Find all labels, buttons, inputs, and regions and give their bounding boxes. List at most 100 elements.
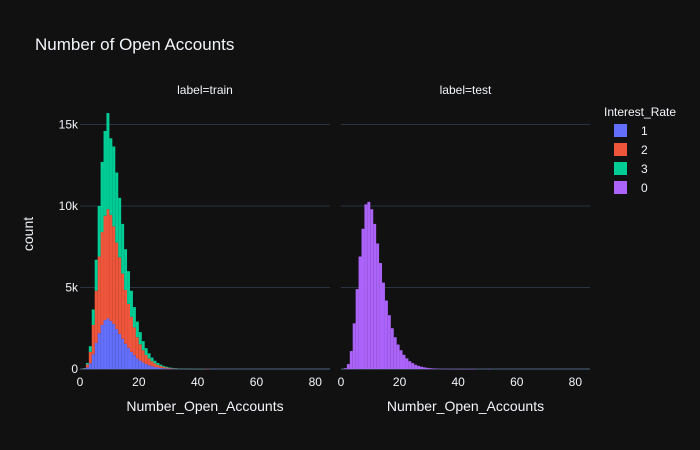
- bar-series-2-bin-30: [168, 367, 172, 369]
- bar-series-3-bin-11: [112, 146, 116, 227]
- bar-series-2-bin-26: [156, 364, 160, 368]
- bar-series-1-bin-7: [100, 324, 104, 369]
- y-axis-title: count: [20, 217, 36, 251]
- bar-series-1-bin-16: [127, 347, 130, 369]
- bar-series-0-bin-24: [411, 363, 415, 369]
- legend-label-2: 2: [641, 143, 648, 157]
- bar-series-0-bin-19: [396, 344, 400, 369]
- x-tick-label-1: 20: [132, 375, 146, 389]
- bar-series-3-bin-5: [94, 259, 98, 291]
- chart-title: Number of Open Accounts: [35, 35, 234, 54]
- facet-label: label=test: [440, 83, 492, 97]
- bar-series-0-bin-13: [379, 263, 383, 369]
- bar-series-3-bin-10: [109, 138, 113, 215]
- legend-swatch-2: [614, 143, 627, 156]
- bar-series-1-bin-11: [112, 324, 116, 369]
- bar-series-0-bin-22: [405, 358, 409, 369]
- bar-series-3-bin-14: [121, 223, 125, 274]
- bar-series-2-bin-28: [162, 366, 166, 369]
- bar-series-1-bin-8: [103, 320, 107, 369]
- bar-series-0-bin-15: [384, 300, 388, 369]
- bar-series-1-bin-24: [150, 366, 154, 369]
- bar-series-2-bin-25: [153, 363, 157, 368]
- bar-series-0-bin-26: [417, 365, 421, 369]
- x-tick-label-0: 0: [77, 375, 84, 389]
- y-tick-label-1: 5k: [65, 280, 79, 294]
- bar-series-1-bin-2: [85, 367, 89, 369]
- bar-series-1-bin-4: [91, 354, 95, 369]
- x-axis-title: Number_Open_Accounts: [126, 398, 283, 414]
- legend-swatch-0: [614, 181, 627, 194]
- bar-series-2-bin-27: [159, 366, 163, 368]
- bar-series-0-bin-27: [420, 366, 424, 369]
- bar-series-3-bin-8: [103, 130, 107, 216]
- bar-series-1-bin-9: [106, 318, 110, 369]
- bar-series-2-bin-21: [141, 350, 145, 363]
- bar-series-2-bin-2: [85, 364, 89, 368]
- bar-series-3-bin-28: [162, 365, 166, 367]
- bar-series-3-bin-27: [159, 364, 163, 367]
- bar-series-3-bin-21: [141, 341, 145, 351]
- bar-series-2-bin-19: [135, 337, 139, 359]
- bar-series-1-bin-15: [124, 343, 128, 369]
- bar-series-0-bin-4: [352, 323, 356, 369]
- bar-series-1-bin-20: [138, 360, 142, 369]
- bar-series-1-bin-10: [109, 320, 113, 369]
- bar-series-3-bin-19: [135, 321, 139, 338]
- bar-series-0-bin-25: [414, 364, 418, 369]
- bar-series-1-bin-28: [162, 368, 166, 369]
- bar-series-3-bin-23: [147, 353, 151, 359]
- legend-label-0: 0: [641, 181, 648, 195]
- bar-series-1-bin-23: [147, 365, 151, 369]
- bar-series-2-bin-13: [118, 257, 122, 334]
- bar-series-2-bin-29: [165, 367, 169, 369]
- bar-series-2-bin-8: [103, 215, 107, 321]
- bar-series-2-bin-20: [138, 344, 142, 361]
- bar-series-1-bin-14: [121, 338, 125, 369]
- x-tick-label-1: 20: [393, 375, 407, 389]
- bar-series-3-bin-12: [115, 172, 119, 243]
- facet-label: label=train: [177, 83, 233, 97]
- bar-series-1-bin-26: [156, 367, 160, 369]
- x-tick-label-4: 80: [569, 375, 583, 389]
- bar-series-0-bin-6: [358, 256, 362, 369]
- bar-series-1-bin-13: [118, 333, 122, 369]
- bar-series-1-bin-6: [97, 333, 101, 369]
- bar-series-2-bin-16: [127, 303, 130, 348]
- bar-series-0-bin-17: [390, 328, 394, 369]
- bar-series-1-bin-17: [130, 351, 133, 369]
- x-tick-label-3: 60: [510, 375, 524, 389]
- bar-series-0-bin-7: [361, 228, 365, 369]
- x-tick-label-2: 40: [191, 375, 205, 389]
- bar-series-1-bin-27: [159, 367, 163, 369]
- x-axis-title: Number_Open_Accounts: [387, 398, 544, 414]
- bar-series-0-bin-20: [399, 350, 403, 369]
- y-tick-label-0: 0: [71, 362, 78, 376]
- bar-series-2-bin-17: [130, 316, 133, 352]
- bar-series-3-bin-18: [132, 307, 136, 328]
- panel-test: label=test 0 20 40 60 80 Number_Open_Accounts: [338, 83, 590, 414]
- x-tick-label-2: 40: [451, 375, 465, 389]
- bar-series-2-bin-14: [121, 273, 125, 339]
- bar-series-0-bin-30: [428, 368, 432, 369]
- bar-series-0-bin-23: [408, 361, 412, 369]
- bar-series-3-bin-26: [156, 362, 160, 365]
- bar-series-0-bin-1: [343, 368, 347, 369]
- bar-series-2-bin-11: [112, 226, 116, 325]
- bar-series-2-bin-3: [88, 351, 92, 364]
- bar-series-0-bin-14: [382, 282, 385, 369]
- bar-series-2-bin-15: [124, 289, 128, 344]
- bar-series-0-bin-12: [376, 243, 380, 369]
- bar-series-3-bin-7: [100, 161, 104, 233]
- bar-series-2-bin-7: [100, 232, 104, 325]
- bar-series-0-bin-28: [423, 367, 426, 369]
- bar-series-1-bin-21: [141, 362, 145, 369]
- bar-series-3-bin-3: [88, 346, 92, 352]
- bar-series-2-bin-10: [109, 214, 113, 321]
- bar-series-1-bin-3: [88, 363, 92, 369]
- bar-series-1-bin-5: [94, 342, 98, 369]
- bar-series-2-bin-18: [132, 327, 136, 356]
- bar-series-1-bin-19: [135, 358, 139, 369]
- bar-series-2-bin-9: [106, 209, 110, 319]
- legend-label-3: 3: [641, 162, 648, 176]
